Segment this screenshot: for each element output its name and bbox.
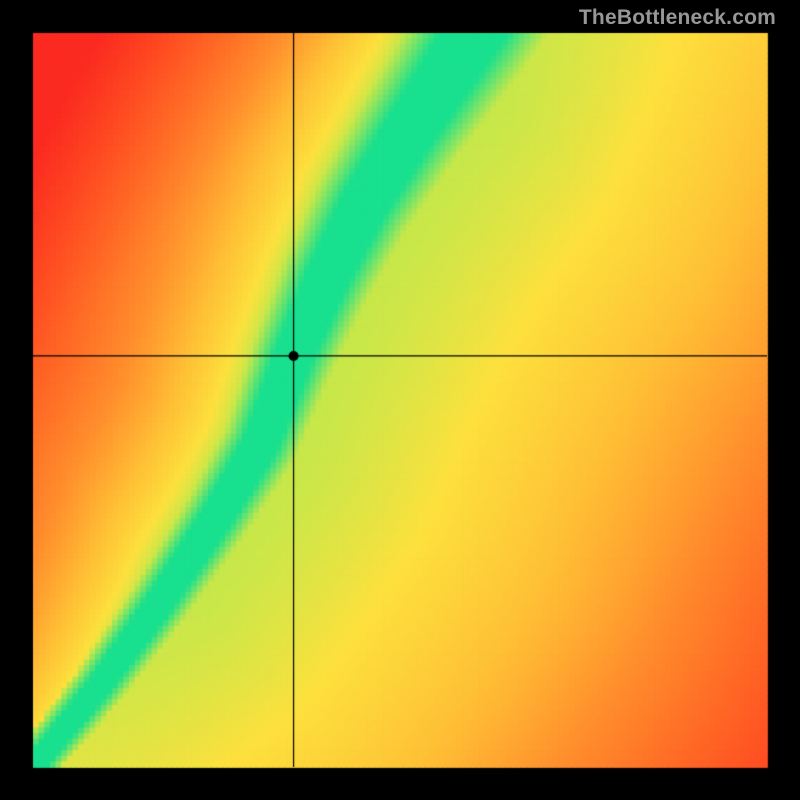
bottleneck-heatmap bbox=[0, 0, 800, 800]
chart-container: TheBottleneck.com bbox=[0, 0, 800, 800]
watermark-text: TheBottleneck.com bbox=[579, 6, 776, 30]
